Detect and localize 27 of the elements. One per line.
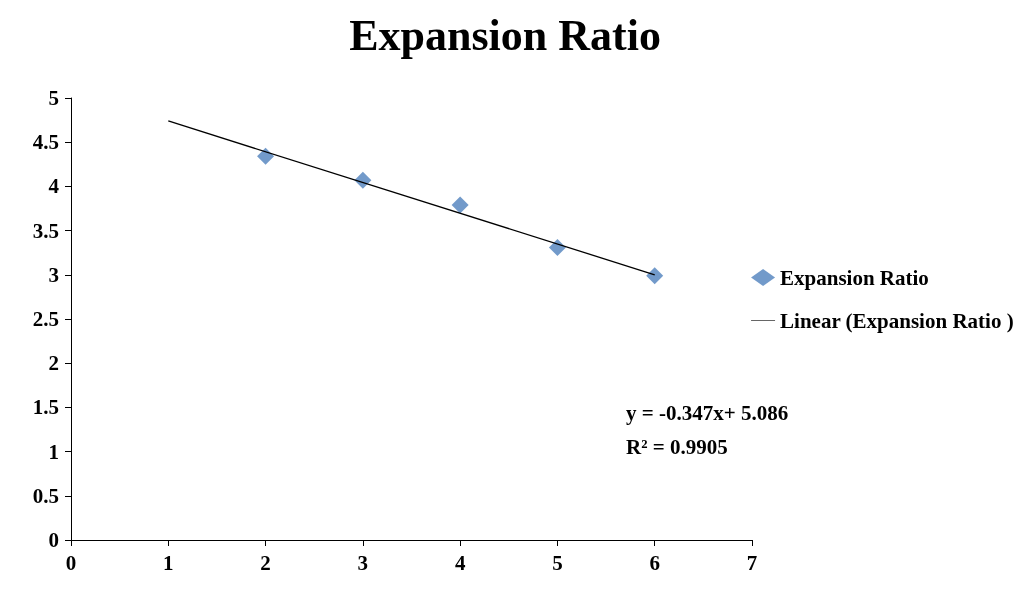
x-tick-label: 2 [260,550,271,575]
x-tick-label: 0 [65,550,77,575]
annotation: y = -0.347x+ 5.086 [625,400,789,425]
y-tick-label: 3.5 [32,218,59,243]
y-tick-label: 2 [48,351,59,376]
point [646,267,664,285]
y-tick-label: 4.5 [32,130,59,155]
x-tick-label: 7 [746,550,758,575]
y-tick-label: 2.5 [32,307,59,331]
y-tick-label: 3 [48,262,59,287]
x-tick-label: 4 [454,550,466,575]
y-tick-label: 1.5 [32,395,59,420]
chart-title: Expansion Ratio [349,10,661,60]
x-tick-label: 3 [357,550,369,575]
y-tick-label: 1 [48,439,59,464]
y-tick-label: 0.5 [32,483,59,508]
x-tick-label: 6 [649,550,660,575]
x-tick-label: 5 [552,550,563,575]
annotation: R² = 0.9905 [626,434,728,459]
x-tick-label: 1 [163,550,174,575]
legend-label: Expansion Ratio [780,265,929,290]
y-tick-label: 4 [48,174,60,199]
y-tick-label: 5 [48,86,59,110]
point [257,147,275,165]
point [451,196,469,214]
y-tick-label: 0 [48,528,59,552]
legend-label: Linear (Expansion Ratio ) [780,308,1014,333]
